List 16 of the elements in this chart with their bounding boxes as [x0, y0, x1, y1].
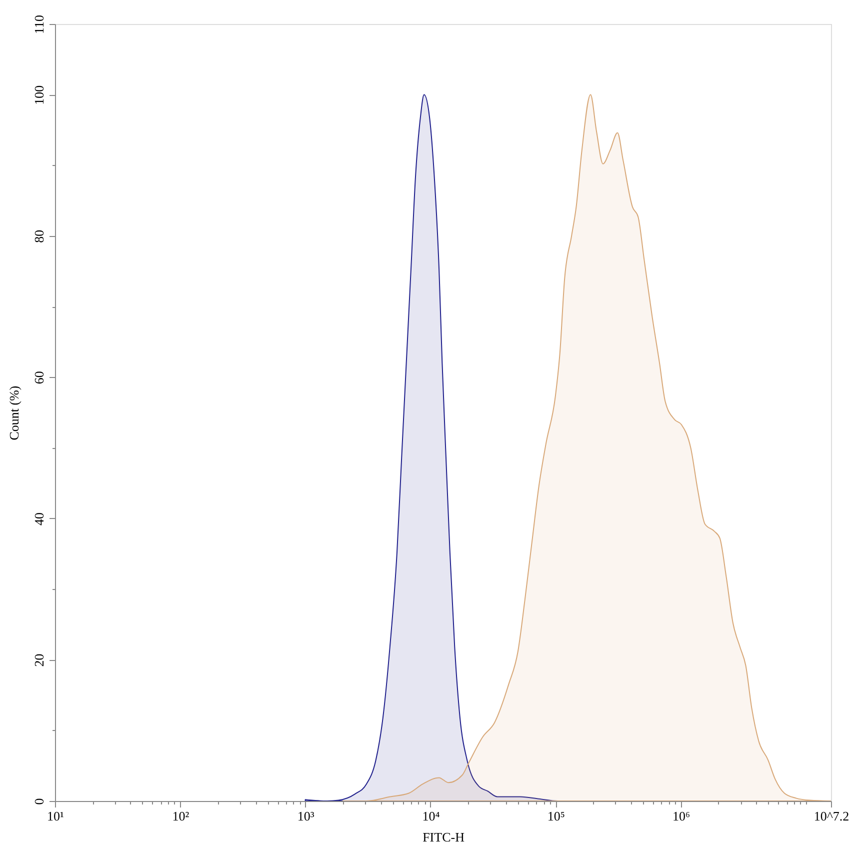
- x-tick-label: 10^7.2: [814, 808, 850, 824]
- y-tick-label: 20: [32, 654, 46, 667]
- x-tick-label: 10⁵: [547, 808, 565, 824]
- x-axis-title: FITC-H: [422, 830, 464, 844]
- y-axis-title: Count (%): [6, 386, 22, 440]
- y-tick-label: 40: [32, 512, 46, 526]
- x-tick-label: 10²: [172, 808, 190, 824]
- x-tick-label: 10⁴: [422, 808, 440, 824]
- y-tick-label: 100: [32, 85, 46, 105]
- y-tick-label: 80: [32, 230, 46, 243]
- x-tick-label: 10⁶: [672, 808, 690, 824]
- x-tick-label: 10³: [297, 808, 314, 824]
- y-tick-label: 60: [32, 371, 46, 384]
- x-tick-label: 10¹: [47, 808, 64, 824]
- y-tick-label: 0: [32, 798, 46, 805]
- y-tick-label: 110: [32, 14, 46, 34]
